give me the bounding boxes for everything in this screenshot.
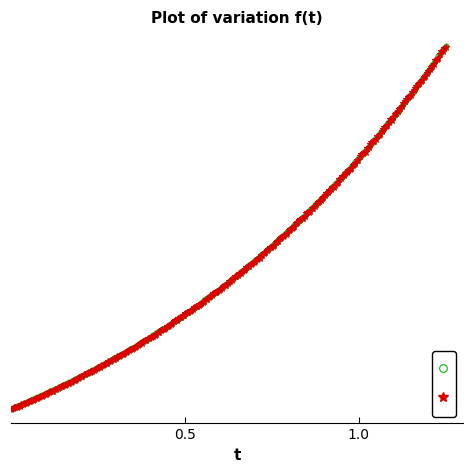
Title: Plot of variation f(t): Plot of variation f(t) [151, 11, 323, 26]
Legend: , : , [432, 351, 456, 417]
X-axis label: t: t [233, 448, 241, 463]
